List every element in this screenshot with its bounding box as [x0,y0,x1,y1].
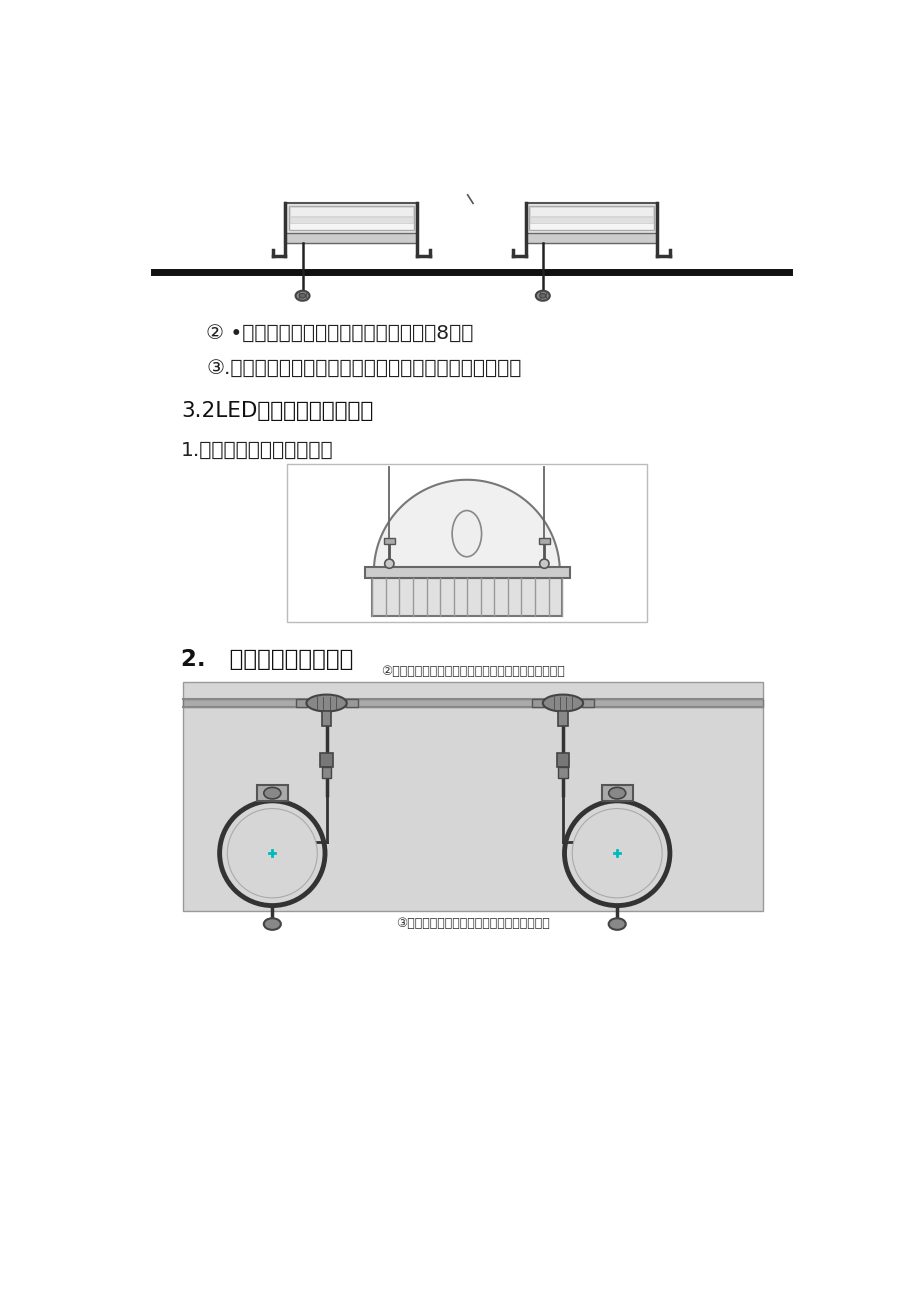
Bar [558,767,567,778]
Bar [582,700,594,708]
Bar [320,753,333,767]
Bar [289,207,412,216]
Bar [322,710,331,726]
Circle shape [564,801,669,906]
Bar [289,218,412,223]
Bar [322,767,331,778]
Ellipse shape [608,787,625,799]
Ellipse shape [264,919,280,930]
Bar [530,218,652,223]
Bar [525,233,657,242]
Text: ③２头出公母接时，点光源之间公母对接即可: ③２头出公母接时，点光源之间公母对接即可 [396,917,550,930]
Text: 1.首先将点光源固定牢固。: 1.首先将点光源固定牢固。 [181,442,334,460]
Polygon shape [373,480,560,572]
Circle shape [539,559,549,568]
Ellipse shape [451,511,481,556]
Bar [183,700,762,708]
Circle shape [384,559,393,568]
Bar [287,464,647,623]
Ellipse shape [299,293,305,298]
Text: 3.2LED点光源的安装方法：: 3.2LED点光源的安装方法： [181,401,373,421]
Ellipse shape [535,291,550,301]
Bar [346,700,357,708]
Ellipse shape [264,787,280,799]
Bar [285,202,417,242]
Bar [256,786,288,801]
Text: ②单端出线时，点光源与电源线或电源控制线相互连接: ②单端出线时，点光源与电源线或电源控制线相互连接 [380,666,564,679]
Circle shape [572,809,662,898]
Bar [183,681,762,911]
Bar [295,700,307,708]
Bar [285,233,417,242]
Bar [372,577,562,616]
Text: ② •在安装接线时一个分支电源最多串接8台。: ② •在安装接线时一个分支电源最多串接8台。 [206,324,473,343]
Bar [525,202,657,242]
Bar [539,538,550,545]
Bar [601,786,632,801]
Circle shape [227,809,317,898]
Ellipse shape [306,694,346,711]
Bar [531,700,543,708]
Bar [530,207,652,216]
Bar [289,206,414,231]
Bar [383,538,394,545]
Circle shape [220,801,324,906]
Ellipse shape [539,293,545,298]
Bar [558,710,567,726]
Text: 2.   将连接线可靠连接。: 2. 将连接线可靠连接。 [181,648,353,671]
Text: ③.确认安装无误，无电气短路后，接通相应的控制电源。: ③.确认安装无误，无电气短路后，接通相应的控制电源。 [206,358,521,378]
Ellipse shape [608,919,625,930]
Bar [528,206,653,231]
Bar [364,567,569,577]
Bar [556,753,569,767]
Ellipse shape [542,694,583,711]
Ellipse shape [295,291,309,301]
